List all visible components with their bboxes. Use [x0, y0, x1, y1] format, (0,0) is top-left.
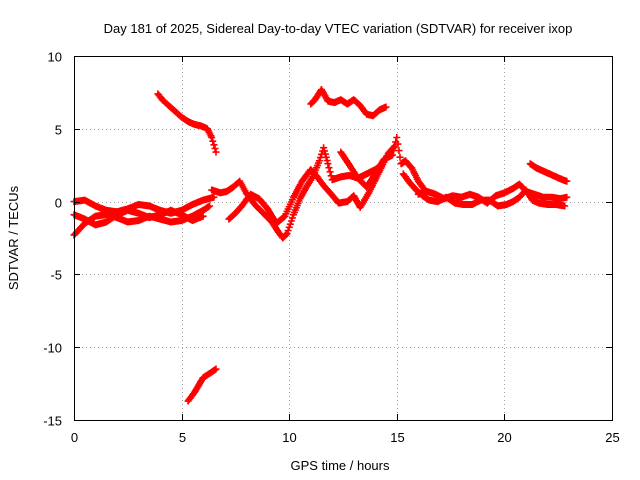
- plus-markers: [526, 160, 571, 185]
- plus-markers: [154, 90, 220, 156]
- x-tick-label: 10: [282, 430, 296, 445]
- x-tick-label: 20: [497, 430, 511, 445]
- plus-markers: [337, 134, 429, 194]
- series-track-h: [307, 86, 390, 120]
- chart-title: Day 181 of 2025, Sidereal Day-to-day VTE…: [104, 21, 573, 36]
- x-tick-label: 0: [71, 430, 78, 445]
- y-tick-label: -5: [50, 268, 62, 283]
- x-tick-label: 25: [605, 430, 619, 445]
- plus-markers: [414, 180, 571, 207]
- y-tick-label: -15: [43, 414, 62, 429]
- series-track-d: [154, 90, 220, 156]
- y-tick-label: 10: [48, 50, 62, 65]
- series-track-f: [208, 144, 386, 242]
- y-tick-label: 5: [55, 123, 62, 138]
- x-tick-label: 5: [179, 430, 186, 445]
- series-track-k: [414, 180, 571, 207]
- series-track-l: [526, 160, 571, 185]
- y-tick-label: -10: [43, 341, 62, 356]
- y-tick-label: 0: [55, 196, 62, 211]
- plot-frame: [74, 56, 613, 421]
- plus-markers: [208, 144, 386, 242]
- series-track-e: [184, 365, 220, 405]
- axis-ticks: 0 5 10 15 20 25 -15 -10 -5 0 5 10: [43, 50, 620, 446]
- data-points: [70, 86, 571, 405]
- plus-markers: [184, 365, 220, 405]
- series-track-i: [337, 134, 429, 194]
- y-axis-label: SDTVAR / TECUs: [6, 185, 21, 290]
- x-tick-label: 15: [390, 430, 404, 445]
- x-axis-label: GPS time / hours: [291, 458, 390, 473]
- plus-markers: [307, 86, 390, 120]
